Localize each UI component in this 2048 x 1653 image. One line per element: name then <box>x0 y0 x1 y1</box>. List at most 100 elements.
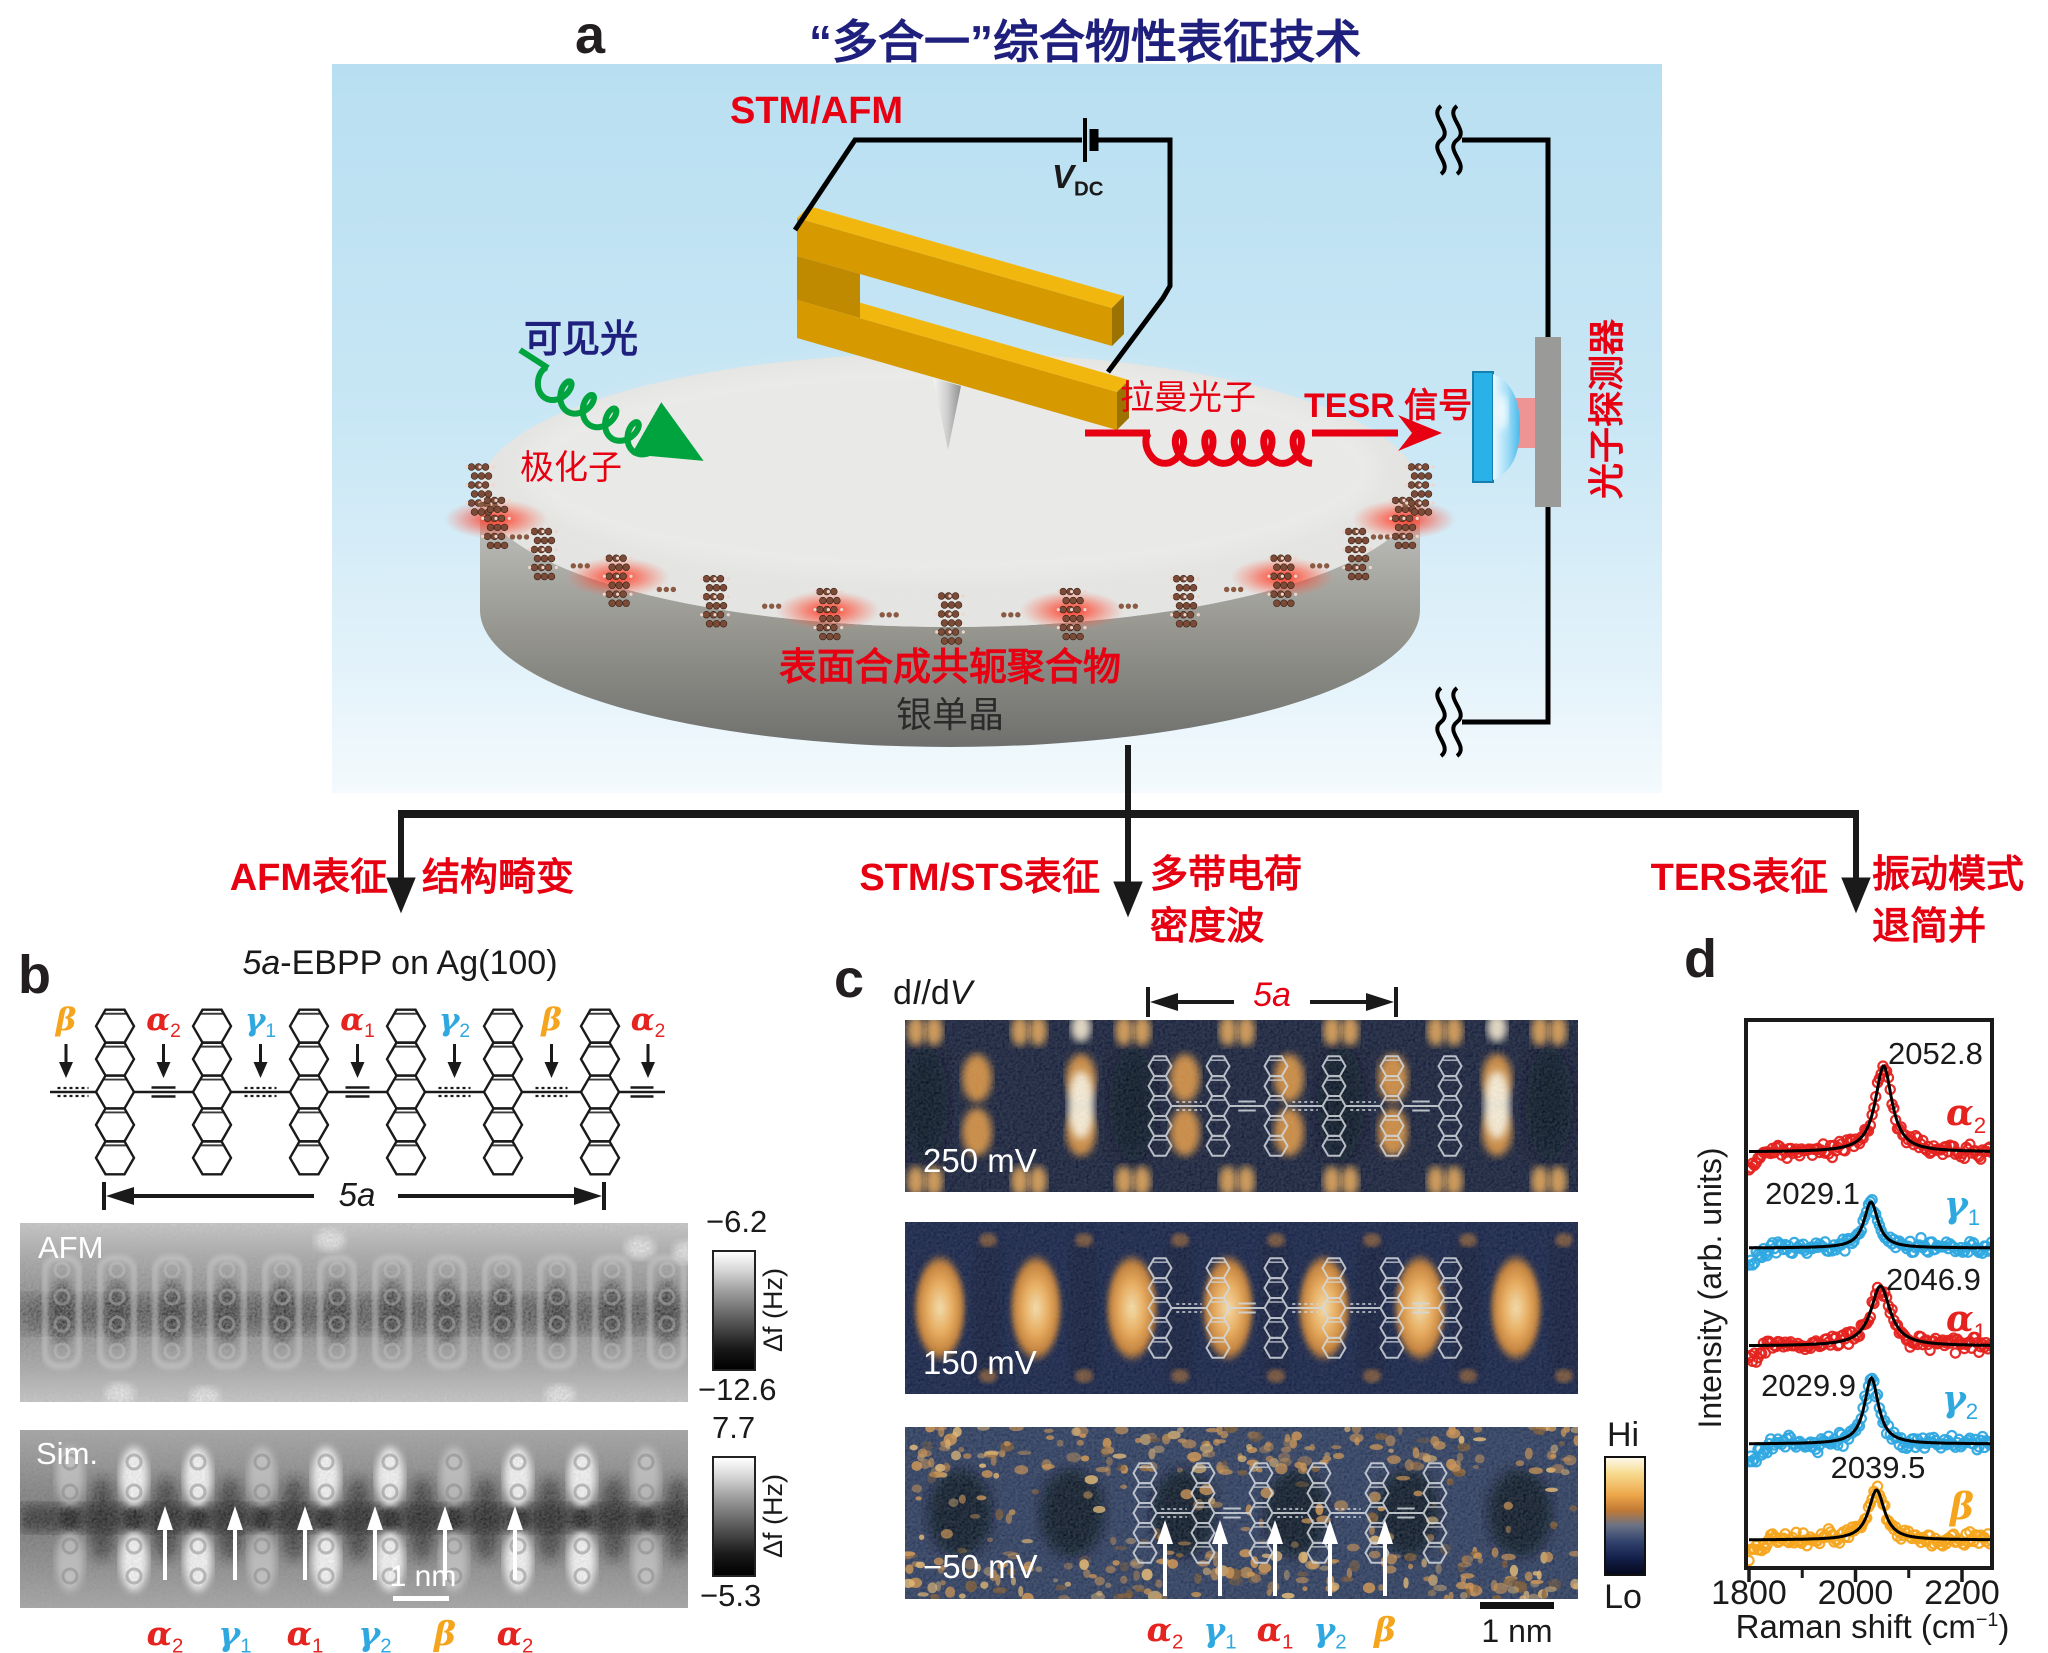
polaron-label: 极化子 <box>520 449 622 487</box>
didv-V: V <box>949 974 973 1012</box>
simulated-afm-image <box>20 1430 688 1608</box>
afm-image <box>20 1223 688 1402</box>
hi-label: Hi <box>1606 1416 1640 1454</box>
branch-ters-result-2: 退简并 <box>1872 906 1987 948</box>
break-squiggle-icon <box>1451 686 1463 758</box>
branch-afm-result: 结构畸变 <box>422 857 575 899</box>
d-xlabel-post: ) <box>1998 1608 2010 1645</box>
c-greek-2: α1 <box>1256 1610 1294 1653</box>
branch-ters-method: TERS表征 <box>1650 857 1828 899</box>
molecule-structure-diagram <box>50 1008 665 1176</box>
d-tick-2200: 2200 <box>1924 1574 2000 1612</box>
bias-circuit <box>792 118 1173 374</box>
didv-map-150mv <box>905 1222 1578 1394</box>
bond-label-2: γ1 <box>244 1002 277 1043</box>
dimension-5a: 5a <box>338 1176 376 1213</box>
branch-sts-method: STM/STS表征 <box>859 857 1100 899</box>
afm-colorbar-min: −12.6 <box>698 1372 777 1407</box>
afm-colorbar <box>712 1250 756 1371</box>
sim-greek-0: α2 <box>146 1614 184 1653</box>
bias-label-minus50mv: −50 mV <box>923 1548 1038 1585</box>
hi-lo-colorbar <box>1604 1456 1646 1576</box>
branch-sts-result-2: 密度波 <box>1150 906 1265 948</box>
dimension-5a-c: 5a <box>1253 976 1291 1014</box>
panel-b-title-rest: -EBPP on Ag(100) <box>280 944 558 982</box>
raman-photon-label: 拉曼光子 <box>1120 379 1256 417</box>
didv-d2: /d <box>921 974 950 1012</box>
d-tick-2000: 2000 <box>1817 1574 1894 1612</box>
figure-title: “多合一”综合物性表征技术 <box>809 16 1361 68</box>
vdc-symbol: V <box>1052 158 1075 195</box>
unit-cell-dimension-arrow-c <box>1146 987 1398 1017</box>
break-squiggle-icon <box>1435 104 1447 176</box>
detector-sensor <box>1515 398 1535 448</box>
d-xlabel-pre: Raman shift (cm <box>1735 1608 1976 1645</box>
d-series-label-1: γ1 <box>1944 1184 1981 1231</box>
d-series-label-0: α2 <box>1946 1092 1987 1139</box>
c-greek-0: α2 <box>1146 1610 1184 1653</box>
panel-b-letter: b <box>18 945 51 1005</box>
bias-label-250mv: 250 mV <box>923 1142 1037 1179</box>
d-series-label-2: α1 <box>1946 1298 1987 1345</box>
branch-ters-result-1: 振动模式 <box>1872 854 2025 896</box>
c-scalebar <box>1480 1602 1554 1609</box>
break-squiggle-icon <box>1435 686 1447 758</box>
sim-image-label: Sim. <box>36 1436 98 1471</box>
bond-label-3: α1 <box>340 1002 375 1043</box>
bond-label-5: β <box>541 1002 562 1038</box>
bond-label-6: α2 <box>630 1002 666 1043</box>
silver-crystal-disk <box>480 353 1420 747</box>
branch-afm-method: AFM表征 <box>229 857 388 899</box>
didv-map-minus50mv <box>905 1427 1578 1599</box>
afm-image-label: AFM <box>38 1230 104 1265</box>
visible-light-arrow <box>518 347 704 461</box>
visible-light-label: 可见光 <box>524 319 639 361</box>
panel-b-title-italic: 5a <box>242 944 281 982</box>
sim-greek-3: γ2 <box>358 1614 392 1653</box>
substrate-label: 银单晶 <box>895 694 1004 735</box>
break-squiggle-icon <box>1451 104 1463 176</box>
sim-greek-5: α2 <box>496 1614 534 1653</box>
panel-b-title: 5a-EBPP on Ag(100) <box>140 944 660 983</box>
didv-map-250mv <box>905 1020 1578 1192</box>
bond-label-4: γ2 <box>438 1002 471 1043</box>
detector-circuit <box>1435 104 1551 758</box>
bias-label-150mv: 150 mV <box>923 1344 1037 1381</box>
branch-arrows <box>386 745 1871 918</box>
stm-afm-label: STM/AFM <box>730 90 904 132</box>
qplus-sensor <box>797 206 1129 450</box>
afm-colorbar-max: −6.2 <box>706 1204 768 1239</box>
didv-d1: d <box>893 974 912 1012</box>
panel-a-letter: a <box>575 5 606 65</box>
panel-b-dimension-label: 5a <box>312 1176 402 1214</box>
d-xlabel: Raman shift (cm−1) <box>1700 1608 2045 1646</box>
panel-d-letter: d <box>1684 929 1717 989</box>
d-xlabel-sup: −1 <box>1975 1609 1999 1631</box>
raman-spectra-plot <box>1744 1018 1994 1582</box>
c-greek-3: γ2 <box>1313 1610 1347 1653</box>
d-tick-1800: 1800 <box>1711 1574 1787 1612</box>
d-peak-label-0: 2052.8 <box>1888 1036 1983 1071</box>
didv-I: I <box>911 974 922 1012</box>
bond-label-1: α2 <box>146 1002 181 1043</box>
sim-scalebar <box>393 1596 449 1601</box>
panel-c-letter: c <box>834 949 865 1009</box>
d-series-label-4: β <box>1950 1486 1974 1528</box>
photon-detector-device <box>1472 337 1561 507</box>
lo-label: Lo <box>1604 1578 1642 1616</box>
d-peak-label-2: 2046.9 <box>1886 1262 1981 1297</box>
panel-c-dimension-label: 5a <box>1232 976 1312 1015</box>
tesr-signal-label: TESR 信号 <box>1304 387 1473 425</box>
didv-label: dI/dV <box>893 974 972 1013</box>
sim-colorbar-min: −5.3 <box>700 1578 762 1613</box>
unit-cell-dimension-arrow-b <box>102 1182 606 1210</box>
stm-tip <box>933 378 961 450</box>
branch-sts-result-1: 多带电荷 <box>1150 854 1303 896</box>
c-scalebar-label: 1 nm <box>1481 1613 1553 1649</box>
d-peak-label-4: 2039.5 <box>1830 1450 1926 1485</box>
c-greek-1: γ1 <box>1203 1610 1237 1653</box>
vdc-subscript: DC <box>1074 177 1104 201</box>
sim-colorbar-max: 7.7 <box>712 1410 756 1445</box>
